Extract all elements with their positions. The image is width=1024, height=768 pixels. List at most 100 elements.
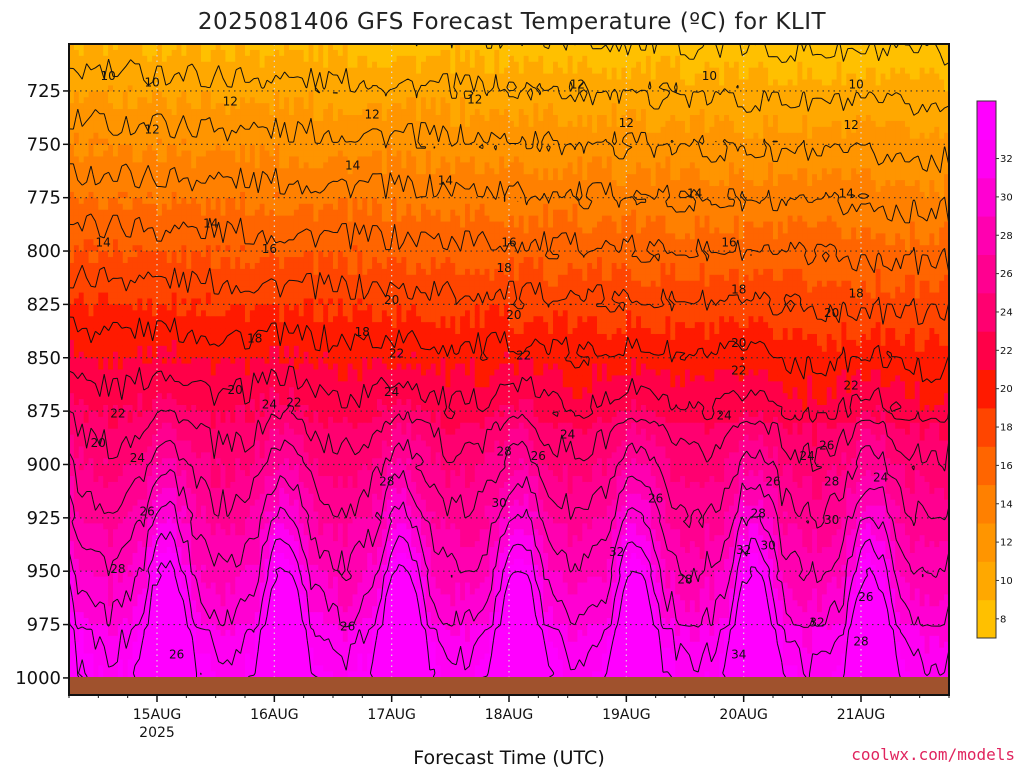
temperature-cell <box>89 233 94 240</box>
temperature-cell <box>167 334 172 341</box>
temperature-cell <box>186 322 191 329</box>
temperature-cell <box>113 103 118 110</box>
temperature-cell <box>103 91 108 98</box>
temperature-cell <box>230 121 235 128</box>
temperature-cell <box>142 411 147 418</box>
temperature-cell <box>265 121 270 128</box>
temperature-cell <box>79 512 84 519</box>
temperature-cell <box>133 103 138 110</box>
temperature-cell <box>167 186 172 193</box>
temperature-cell <box>181 180 186 187</box>
temperature-cell <box>255 156 260 163</box>
temperature-cell <box>93 298 98 305</box>
temperature-cell <box>142 304 147 311</box>
temperature-cell <box>274 547 279 554</box>
temperature-cell <box>186 97 191 104</box>
temperature-cell <box>98 346 103 353</box>
temperature-cell <box>113 269 118 276</box>
temperature-cell <box>137 97 142 104</box>
temperature-cell <box>84 56 89 63</box>
temperature-cell <box>98 523 103 530</box>
temperature-cell <box>260 642 265 649</box>
temperature-cell <box>289 145 294 152</box>
temperature-cell <box>177 387 182 394</box>
temperature-cell <box>211 198 216 205</box>
temperature-cell <box>133 535 138 542</box>
temperature-cell <box>230 470 235 477</box>
temperature-cell <box>181 216 186 223</box>
temperature-cell <box>260 665 265 672</box>
temperature-cell <box>172 233 177 240</box>
temperature-cell <box>79 612 84 619</box>
temperature-cell <box>245 257 250 264</box>
temperature-cell <box>235 358 240 365</box>
temperature-cell <box>89 523 94 530</box>
temperature-cell <box>196 346 201 353</box>
temperature-cell <box>103 411 108 418</box>
temperature-cell <box>186 577 191 584</box>
temperature-cell <box>191 435 196 442</box>
temperature-cell <box>123 204 128 211</box>
temperature-cell <box>235 263 240 270</box>
temperature-cell <box>240 583 245 590</box>
temperature-cell <box>89 322 94 329</box>
temperature-cell <box>93 287 98 294</box>
temperature-cell <box>260 74 265 81</box>
temperature-cell <box>123 506 128 513</box>
temperature-cell <box>245 210 250 217</box>
temperature-cell <box>279 594 284 601</box>
temperature-cell <box>191 103 196 110</box>
temperature-cell <box>133 364 138 371</box>
temperature-cell <box>245 281 250 288</box>
temperature-cell <box>235 512 240 519</box>
temperature-cell <box>133 91 138 98</box>
temperature-cell <box>279 464 284 471</box>
temperature-cell <box>79 275 84 282</box>
temperature-cell <box>211 56 216 63</box>
temperature-cell <box>137 600 142 607</box>
temperature-cell <box>137 393 142 400</box>
temperature-cell <box>103 476 108 483</box>
temperature-cell <box>177 606 182 613</box>
temperature-cell <box>142 316 147 323</box>
temperature-cell <box>167 198 172 205</box>
temperature-cell <box>191 91 196 98</box>
temperature-cell <box>98 648 103 655</box>
temperature-cell <box>103 263 108 270</box>
temperature-cell <box>235 417 240 424</box>
temperature-cell <box>133 648 138 655</box>
temperature-cell <box>206 56 211 63</box>
temperature-cell <box>196 411 201 418</box>
temperature-cell <box>108 186 113 193</box>
temperature-cell <box>260 204 265 211</box>
temperature-cell <box>84 91 89 98</box>
temperature-cell <box>279 494 284 501</box>
temperature-cell <box>103 162 108 169</box>
temperature-cell <box>221 50 226 57</box>
temperature-cell <box>118 671 123 678</box>
temperature-cell <box>93 577 98 584</box>
temperature-cell <box>211 257 216 264</box>
temperature-cell <box>230 417 235 424</box>
temperature-cell <box>108 156 113 163</box>
temperature-cell <box>274 80 279 87</box>
temperature-cell <box>89 145 94 152</box>
temperature-cell <box>245 109 250 116</box>
temperature-cell <box>255 452 260 459</box>
temperature-cell <box>108 547 113 554</box>
temperature-cell <box>284 257 289 264</box>
temperature-cell <box>206 423 211 430</box>
temperature-cell <box>123 358 128 365</box>
temperature-cell <box>98 411 103 418</box>
temperature-cell <box>279 168 284 175</box>
temperature-cell <box>216 665 221 672</box>
temperature-cell <box>279 370 284 377</box>
temperature-cell <box>211 145 216 152</box>
temperature-cell <box>103 328 108 335</box>
temperature-cell <box>103 583 108 590</box>
temperature-cell <box>172 452 177 459</box>
temperature-cell <box>211 618 216 625</box>
temperature-cell <box>260 446 265 453</box>
temperature-cell <box>157 328 162 335</box>
temperature-cell <box>269 298 274 305</box>
